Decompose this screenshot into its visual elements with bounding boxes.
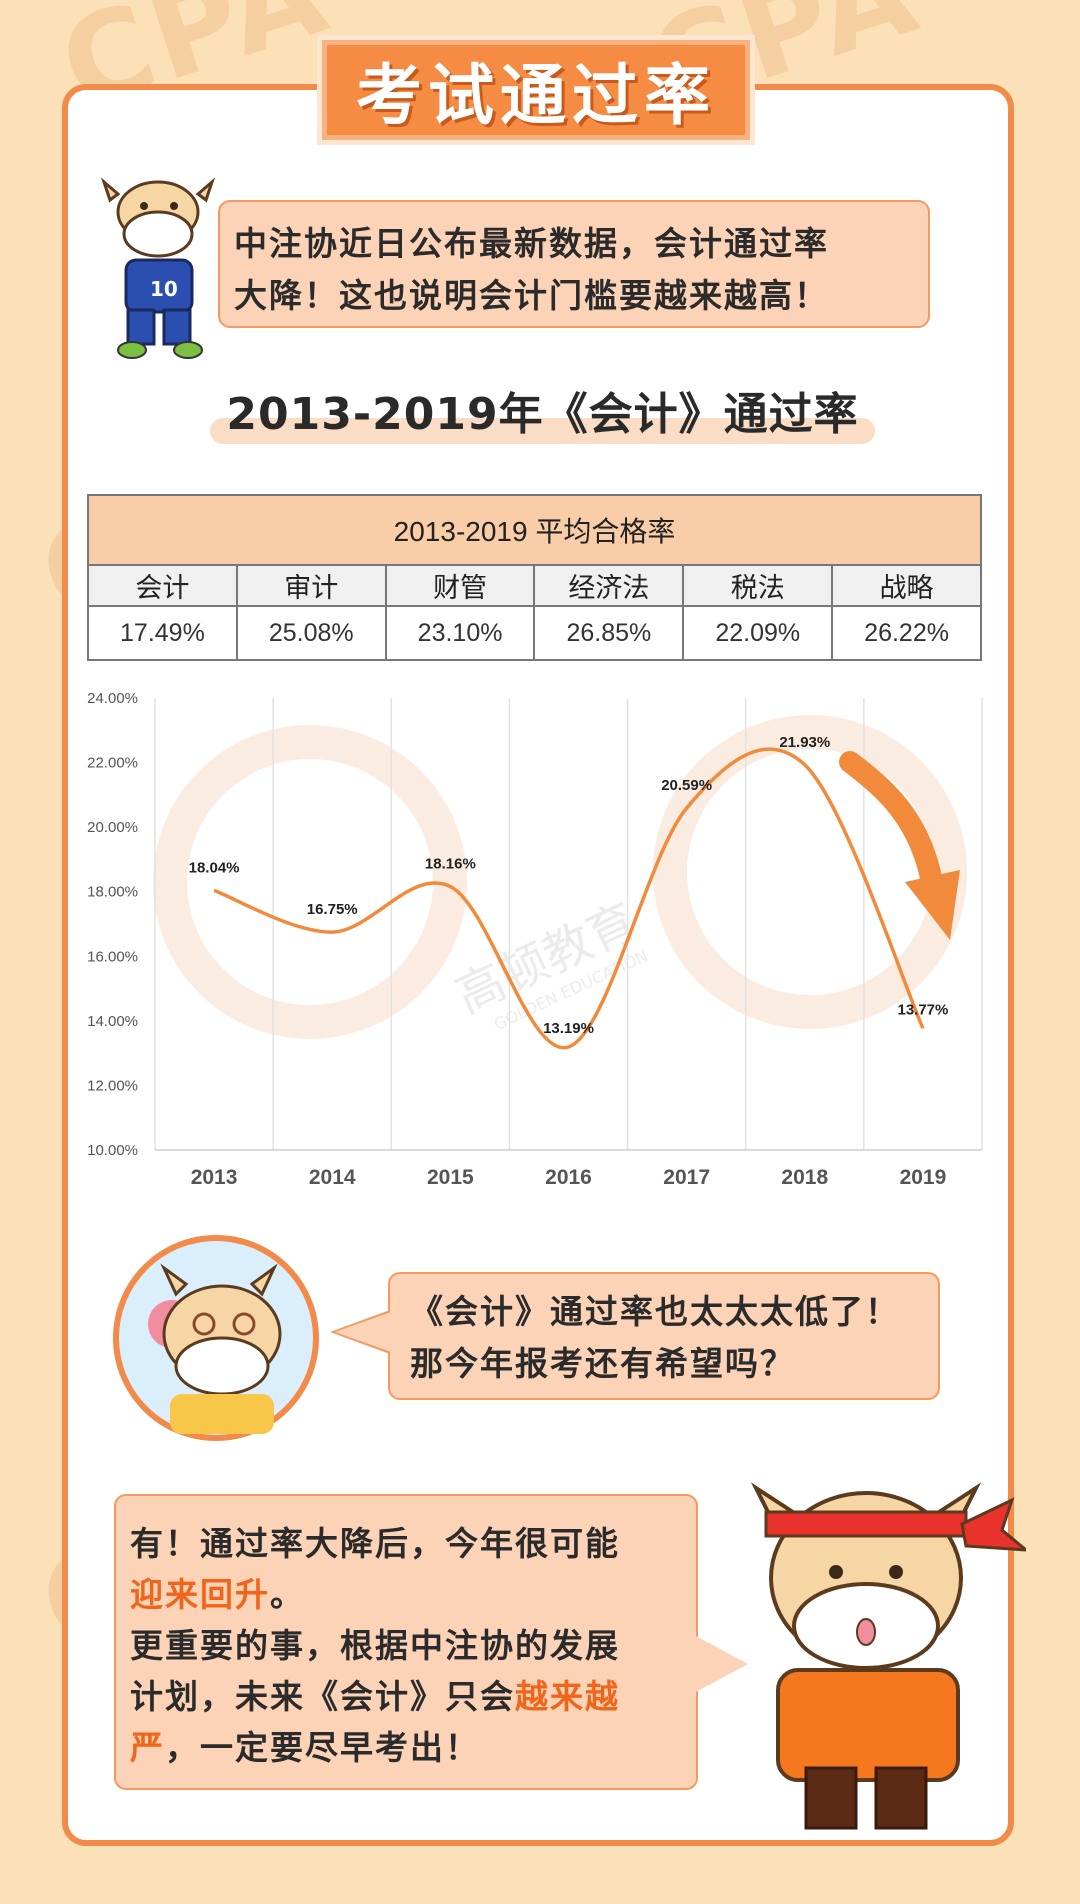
average-pass-rate-table: 2013-2019 平均合格率 会计 审计 财管 经济法 税法 战略 17.49…: [87, 494, 982, 661]
x-tick-label: 2015: [427, 1166, 474, 1189]
table-cell: 25.08%: [235, 605, 387, 661]
table-cell: 26.22%: [831, 605, 982, 661]
answer-text: 有！通过率大降后，今年很可能: [130, 1524, 620, 1563]
question-bubble: 《会计》通过率也太太太低了！ 那今年报考还有希望吗？: [330, 1272, 940, 1400]
headband-cow-mascot-icon: [750, 1482, 1026, 1830]
down-arrow-icon: [839, 751, 960, 940]
y-tick-label: 10.00%: [87, 1142, 138, 1159]
table-header: 战略: [831, 564, 982, 607]
y-tick-label: 20.00%: [87, 819, 138, 836]
y-tick-label: 22.00%: [87, 755, 138, 772]
table-header: 审计: [235, 564, 387, 607]
intro-line-1: 中注协近日公布最新数据，会计通过率: [234, 224, 829, 263]
y-tick-label: 18.00%: [87, 884, 138, 901]
soccer-cow-mascot-icon: 10: [100, 177, 216, 359]
table-title: 2013-2019 平均合格率: [87, 494, 982, 566]
table-cell: 26.85%: [533, 605, 685, 661]
question-line-1: 《会计》通过率也太太太低了！: [410, 1292, 900, 1331]
x-tick-label: 2013: [191, 1166, 238, 1189]
data-label: 18.04%: [189, 859, 240, 876]
answer-highlight: 严: [130, 1728, 165, 1767]
data-label: 13.77%: [897, 1001, 948, 1018]
data-label: 21.93%: [779, 734, 830, 751]
x-tick-label: 2017: [663, 1166, 710, 1189]
y-tick-label: 12.00%: [87, 1077, 138, 1094]
dizzy-cow-mascot-icon: [113, 1235, 319, 1441]
x-tick-label: 2016: [545, 1166, 592, 1189]
answer-text: 计划，未来《会计》只会: [130, 1677, 515, 1716]
answer-text: 。: [270, 1575, 305, 1614]
subtitle-underline: [210, 418, 875, 444]
table-header: 税法: [682, 564, 834, 607]
x-tick-label: 2019: [900, 1166, 947, 1189]
answer-text: 更重要的事，根据中注协的发展: [130, 1626, 620, 1665]
answer-line-5: 严，一定要尽早考出！: [130, 1722, 684, 1773]
x-tick-label: 2014: [309, 1166, 356, 1189]
data-label: 20.59%: [661, 777, 712, 794]
title-banner: 考试通过率: [322, 40, 750, 140]
intro-bubble: 中注协近日公布最新数据，会计通过率 大降！这也说明会计门槛要越来越高！: [218, 200, 930, 328]
svg-text:10: 10: [150, 277, 178, 301]
answer-bubble: 有！通过率大降后，今年很可能 迎来回升。 更重要的事，根据中注协的发展 计划，未…: [114, 1494, 748, 1790]
table-header: 会计: [87, 564, 238, 607]
x-tick-label: 2018: [781, 1166, 828, 1189]
data-label: 13.19%: [543, 1020, 594, 1037]
table-header: 财管: [384, 564, 536, 607]
y-tick-label: 16.00%: [87, 948, 138, 965]
data-label: 16.75%: [307, 901, 358, 918]
answer-line-3: 更重要的事，根据中注协的发展: [130, 1620, 684, 1671]
table-cell: 22.09%: [682, 605, 834, 661]
subtitle-text: 2013-2019年《会计》通过率: [226, 389, 859, 440]
intro-line-2: 大降！这也说明会计门槛要越来越高！: [234, 276, 829, 315]
table-cell: 17.49%: [87, 605, 238, 661]
table-header: 经济法: [533, 564, 685, 607]
answer-text: ，一定要尽早考出！: [165, 1728, 480, 1767]
answer-highlight: 越来越: [515, 1677, 620, 1716]
page-title: 考试通过率: [356, 57, 716, 134]
y-tick-label: 24.00%: [87, 690, 138, 707]
question-line-2: 那今年报考还有希望吗？: [410, 1344, 795, 1383]
answer-line-4: 计划，未来《会计》只会越来越: [130, 1671, 684, 1722]
answer-line-1: 有！通过率大降后，今年很可能: [130, 1518, 684, 1569]
pass-rate-line-chart: 高顿教育 GOLDEN EDUCATION 10.00%12.00%14.00%…: [70, 682, 990, 1202]
table-cell: 23.10%: [384, 605, 536, 661]
chart-subtitle: 2013-2019年《会计》通过率: [210, 378, 875, 448]
series-line: [213, 747, 925, 1050]
answer-line-2: 迎来回升。: [130, 1569, 684, 1620]
answer-highlight: 迎来回升: [130, 1575, 270, 1614]
data-label: 18.16%: [425, 856, 476, 873]
y-tick-label: 14.00%: [87, 1013, 138, 1030]
